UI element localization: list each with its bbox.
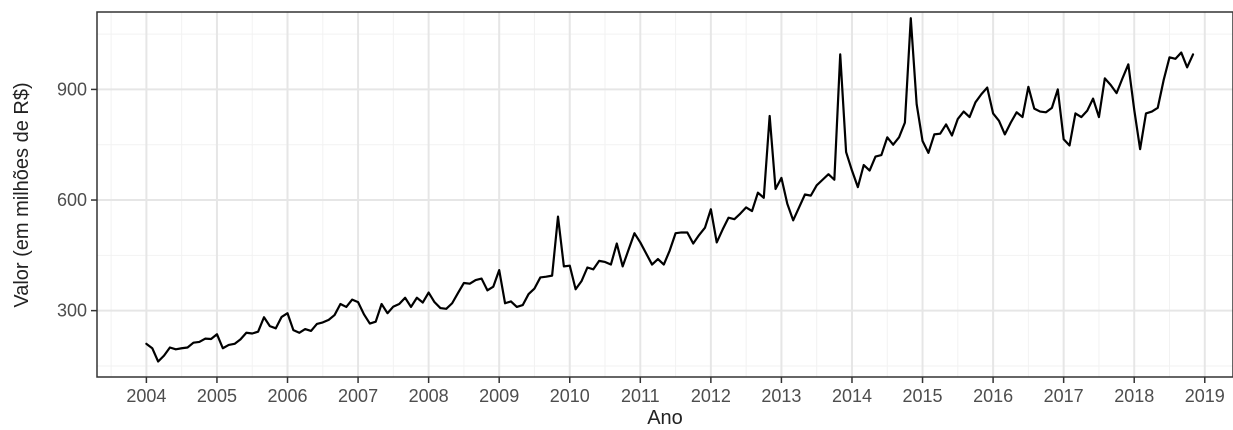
y-axis-title: Valor (em milhões de R$) [11, 82, 33, 307]
x-tick-label: 2017 [1044, 386, 1084, 406]
series-line [145, 17, 1195, 363]
plot-border [96, 11, 1233, 378]
x-tick-label: 2016 [973, 386, 1013, 406]
x-axis-tick-labels: 2004 2005 2006 2007 2008 2009 2010 2011 2012 2013… [126, 386, 1224, 406]
x-tick-label: 2012 [691, 386, 731, 406]
x-tick-label: 2013 [761, 386, 801, 406]
y-tick-label: 600 [57, 190, 87, 210]
x-tick-label: 2015 [903, 386, 943, 406]
x-tick-label: 2019 [1185, 386, 1225, 406]
plot-panel [97, 12, 1233, 377]
x-tick-label: 2006 [267, 386, 307, 406]
x-tick-label: 2007 [338, 386, 378, 406]
x-axis-title: Ano [647, 407, 683, 429]
grid-lines [97, 12, 1233, 377]
x-tick-label: 2011 [621, 386, 660, 406]
x-tick-label: 2010 [550, 386, 590, 406]
axis-ticks [91, 88, 1206, 383]
x-tick-label: 2014 [832, 386, 872, 406]
x-tick-label: 2004 [126, 386, 166, 406]
y-tick-label: 900 [57, 79, 87, 99]
x-tick-label: 2009 [479, 386, 519, 406]
y-axis-tick-labels: 300 600 900 [57, 79, 87, 320]
x-tick-label: 2018 [1114, 386, 1154, 406]
x-tick-label: 2005 [197, 386, 237, 406]
y-tick-label: 300 [57, 301, 87, 321]
x-tick-label: 2008 [409, 386, 449, 406]
